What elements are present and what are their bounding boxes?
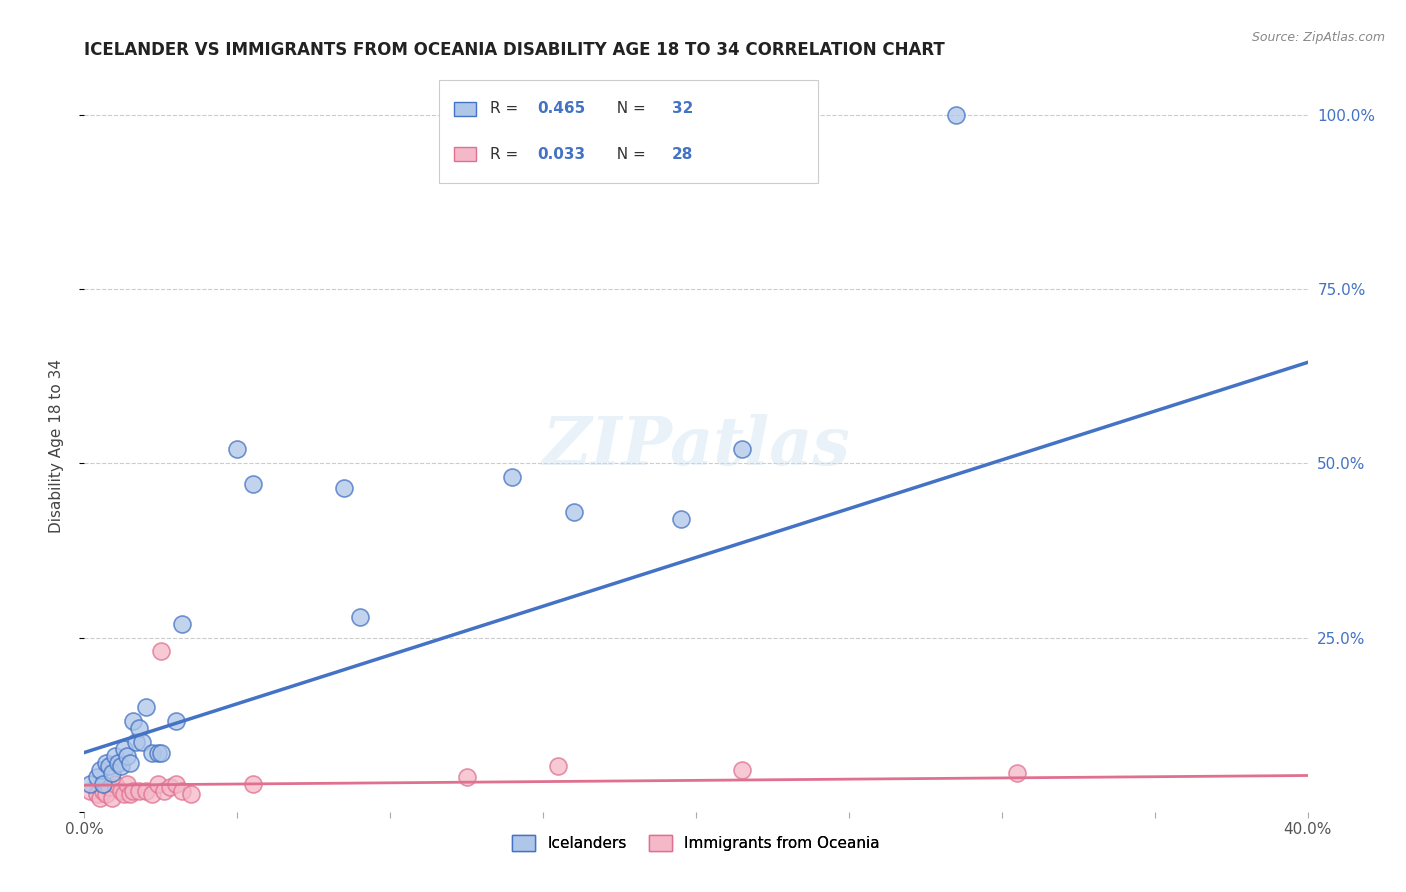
Text: 0.033: 0.033 <box>537 146 585 161</box>
Point <box>547 759 569 773</box>
Point <box>180 787 202 801</box>
Point <box>89 790 111 805</box>
Point <box>107 756 129 770</box>
Point <box>349 609 371 624</box>
Point <box>945 108 967 122</box>
Point <box>97 759 120 773</box>
Point <box>165 777 187 791</box>
Point <box>333 481 356 495</box>
Text: N =: N = <box>606 146 651 161</box>
Point <box>562 505 585 519</box>
Point <box>172 784 194 798</box>
Point <box>79 777 101 791</box>
Point <box>110 784 132 798</box>
FancyBboxPatch shape <box>439 80 818 183</box>
Text: 0.465: 0.465 <box>537 102 585 117</box>
Point <box>91 784 114 798</box>
Text: N =: N = <box>606 102 651 117</box>
Point <box>242 477 264 491</box>
Point <box>131 735 153 749</box>
FancyBboxPatch shape <box>454 103 475 116</box>
Text: ICELANDER VS IMMIGRANTS FROM OCEANIA DISABILITY AGE 18 TO 34 CORRELATION CHART: ICELANDER VS IMMIGRANTS FROM OCEANIA DIS… <box>84 41 945 59</box>
Legend: Icelanders, Immigrants from Oceania: Icelanders, Immigrants from Oceania <box>505 828 887 859</box>
Point <box>94 787 117 801</box>
FancyBboxPatch shape <box>454 147 475 161</box>
Point <box>242 777 264 791</box>
Point <box>128 784 150 798</box>
Text: 32: 32 <box>672 102 693 117</box>
Point <box>115 777 138 791</box>
Point <box>91 777 114 791</box>
Point <box>128 721 150 735</box>
Point <box>94 756 117 770</box>
Point <box>101 790 124 805</box>
Point <box>502 470 524 484</box>
Point <box>120 787 142 801</box>
Point <box>226 442 249 457</box>
Point <box>104 777 127 791</box>
Point <box>456 770 478 784</box>
Point <box>146 777 169 791</box>
Point <box>115 749 138 764</box>
Point <box>86 787 108 801</box>
Point <box>172 616 194 631</box>
Point <box>141 787 163 801</box>
Point <box>731 442 754 457</box>
Point <box>153 784 176 798</box>
Point <box>122 714 145 728</box>
Point <box>97 780 120 795</box>
Point <box>669 512 692 526</box>
Text: Source: ZipAtlas.com: Source: ZipAtlas.com <box>1251 31 1385 45</box>
Point <box>165 714 187 728</box>
Point <box>79 784 101 798</box>
Point <box>1005 766 1028 780</box>
Point <box>159 780 181 795</box>
Point <box>149 746 172 760</box>
Point <box>146 746 169 760</box>
Text: R =: R = <box>491 102 523 117</box>
Point <box>122 784 145 798</box>
Point <box>135 784 157 798</box>
Text: R =: R = <box>491 146 523 161</box>
Point <box>104 749 127 764</box>
Point <box>86 770 108 784</box>
Point <box>731 763 754 777</box>
Point <box>120 756 142 770</box>
Point <box>101 766 124 780</box>
Point <box>112 742 135 756</box>
Y-axis label: Disability Age 18 to 34: Disability Age 18 to 34 <box>49 359 63 533</box>
Point <box>112 787 135 801</box>
Point <box>149 644 172 658</box>
Text: 28: 28 <box>672 146 693 161</box>
Point <box>135 700 157 714</box>
Point <box>89 763 111 777</box>
Point <box>125 735 148 749</box>
Point <box>141 746 163 760</box>
Text: ZIPatlas: ZIPatlas <box>543 414 849 478</box>
Point <box>110 759 132 773</box>
